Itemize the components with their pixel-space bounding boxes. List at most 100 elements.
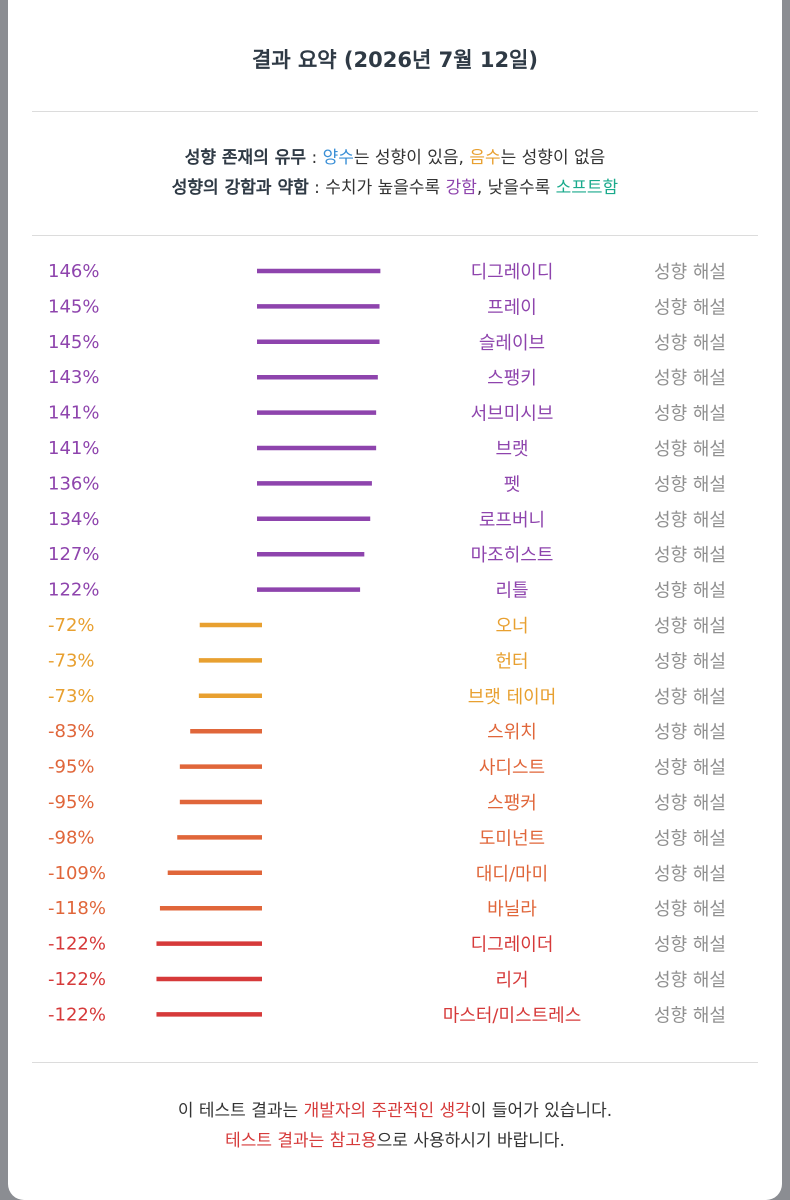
- legend-positive-word: 양수: [322, 148, 354, 168]
- category-label: 펫: [504, 474, 521, 495]
- tendency-explanation-link[interactable]: 성향 해설: [654, 1005, 726, 1026]
- chart-row: 145% 슬레이브 성향 해설: [48, 332, 726, 354]
- tendency-explanation-link[interactable]: 성향 해설: [654, 970, 726, 991]
- tendency-explanation-link[interactable]: 성향 해설: [654, 651, 726, 672]
- value-label: 145%: [48, 332, 99, 353]
- category-label: 브랫: [495, 439, 528, 460]
- disclaimer2-emph2: 참고용: [329, 1131, 377, 1151]
- chart-row: -109% 대디/마미 성향 해설: [48, 863, 726, 885]
- category-label: 바닐라: [487, 899, 537, 920]
- value-label: 143%: [48, 367, 99, 388]
- category-label: 도미넌트: [479, 828, 545, 849]
- tendency-explanation-link[interactable]: 성향 해설: [654, 297, 726, 318]
- category-label: 디그레이디: [471, 262, 554, 283]
- tendency-explanation-link[interactable]: 성향 해설: [654, 262, 726, 283]
- divider-middle: [32, 235, 758, 236]
- chart-row: 143% 스팽키 성향 해설: [48, 367, 726, 389]
- legend-strength-label: 성향의 강함과 약함: [171, 178, 309, 198]
- category-label: 오너: [495, 616, 528, 637]
- chart-row: 141% 서브미시브 성향 해설: [48, 403, 726, 425]
- chart-row: -122% 마스터/미스트레스 성향 해설: [48, 1004, 726, 1026]
- value-label: 122%: [48, 580, 99, 601]
- category-label: 대디/마미: [476, 864, 548, 885]
- chart-row: -122% 리거 성향 해설: [48, 969, 726, 991]
- chart-row: 141% 브랫 성향 해설: [48, 438, 726, 460]
- chart-row: -122% 디그레이더 성향 해설: [48, 934, 726, 956]
- tendency-explanation-link[interactable]: 성향 해설: [654, 474, 726, 495]
- legend-positive-desc: 는 성향이 있음,: [353, 148, 470, 168]
- category-label: 사디스트: [479, 758, 545, 779]
- tendency-explanation-link[interactable]: 성향 해설: [654, 899, 726, 920]
- chart-row: 136% 펫 성향 해설: [48, 473, 726, 495]
- page-title: 결과 요약 (2026년 7월 12일): [252, 48, 538, 72]
- value-label: -122%: [48, 969, 106, 990]
- category-label: 헌터: [495, 651, 528, 672]
- divider-bottom: [32, 1062, 758, 1063]
- tendency-explanation-link[interactable]: 성향 해설: [654, 404, 726, 425]
- chart-row: -83% 스위치 성향 해설: [48, 721, 726, 743]
- category-label: 프레이: [487, 297, 537, 318]
- category-label: 스팽커: [487, 793, 537, 814]
- category-label: 스위치: [487, 722, 537, 743]
- legend-line-presence: 성향 존재의 유무 : 양수는 성향이 있음, 음수는 성향이 없음: [8, 143, 782, 168]
- value-label: 136%: [48, 473, 99, 494]
- disclaimer2-post: 으로 사용하시기 바랍니다.: [376, 1131, 565, 1151]
- tendency-explanation-link[interactable]: 성향 해설: [654, 687, 726, 708]
- tendency-explanation-link[interactable]: 성향 해설: [654, 722, 726, 743]
- category-label: 스팽키: [487, 368, 537, 389]
- disclaimer-emph: 개발자의 주관적인 생각: [303, 1101, 471, 1121]
- disclaimer-line-2: 테스트 결과는 참고용으로 사용하시기 바랍니다.: [8, 1126, 782, 1151]
- value-label: 127%: [48, 544, 99, 565]
- value-label: -72%: [48, 615, 95, 636]
- disclaimer-pre: 이 테스트 결과는: [177, 1101, 304, 1121]
- category-label: 디그레이더: [471, 935, 554, 956]
- divider-top: [32, 111, 758, 112]
- tendency-explanation-link[interactable]: 성향 해설: [654, 935, 726, 956]
- result-card: 결과 요약 (2026년 7월 12일) 성향 존재의 유무 : 양수는 성향이…: [8, 0, 782, 1200]
- value-label: -118%: [48, 898, 106, 919]
- value-label: -73%: [48, 686, 95, 707]
- value-label: 141%: [48, 403, 99, 424]
- tendency-explanation-link[interactable]: 성향 해설: [654, 545, 726, 566]
- tendency-explanation-link[interactable]: 성향 해설: [654, 333, 726, 354]
- tendency-explanation-link[interactable]: 성향 해설: [654, 510, 726, 531]
- tendency-explanation-link[interactable]: 성향 해설: [654, 581, 726, 602]
- tendency-explanation-link[interactable]: 성향 해설: [654, 439, 726, 460]
- legend-sep: :: [306, 148, 323, 168]
- tendency-explanation-link[interactable]: 성향 해설: [654, 828, 726, 849]
- tendency-explanation-link[interactable]: 성향 해설: [654, 793, 726, 814]
- disclaimer2-emph1: 테스트 결과는: [225, 1131, 330, 1151]
- tendency-explanation-link[interactable]: 성향 해설: [654, 368, 726, 389]
- chart-row: -95% 사디스트 성향 해설: [48, 757, 726, 779]
- tendency-explanation-link[interactable]: 성향 해설: [654, 616, 726, 637]
- legend-strong-word: 강함: [445, 178, 477, 198]
- chart-row: -73% 헌터 성향 해설: [48, 650, 726, 672]
- legend-soft-word: 소프트함: [555, 178, 619, 198]
- value-label: 146%: [48, 261, 99, 282]
- tendency-explanation-link[interactable]: 성향 해설: [654, 758, 726, 779]
- chart-row: -72% 오너 성향 해설: [48, 615, 726, 637]
- category-label: 마조히스트: [471, 545, 554, 566]
- legend-presence-label: 성향 존재의 유무: [184, 148, 307, 168]
- category-label: 리거: [495, 970, 528, 991]
- legend-negative-desc: 는 성향이 없음: [500, 148, 606, 168]
- chart-row: -95% 스팽커 성향 해설: [48, 792, 726, 814]
- category-label: 마스터/미스트레스: [443, 1005, 582, 1026]
- value-label: -73%: [48, 650, 95, 671]
- chart-row: 127% 마조히스트 성향 해설: [48, 544, 726, 566]
- category-label: 브랫 테이머: [468, 687, 557, 708]
- category-label: 리틀: [495, 581, 528, 602]
- chart-row: -118% 바닐라 성향 해설: [48, 898, 726, 920]
- category-label: 서브미시브: [471, 404, 554, 425]
- value-label: -83%: [48, 721, 95, 742]
- value-label: -122%: [48, 934, 106, 955]
- value-label: 141%: [48, 438, 99, 459]
- value-label: -95%: [48, 757, 95, 778]
- value-label: 145%: [48, 296, 99, 317]
- tendency-explanation-link[interactable]: 성향 해설: [654, 864, 726, 885]
- legend-line-strength: 성향의 강함과 약함 : 수치가 높을수록 강함, 낮을수록 소프트함: [8, 173, 782, 198]
- value-label: -122%: [48, 1004, 106, 1025]
- category-label: 슬레이브: [479, 333, 545, 354]
- disclaimer-post: 이 들어가 있습니다.: [470, 1101, 613, 1121]
